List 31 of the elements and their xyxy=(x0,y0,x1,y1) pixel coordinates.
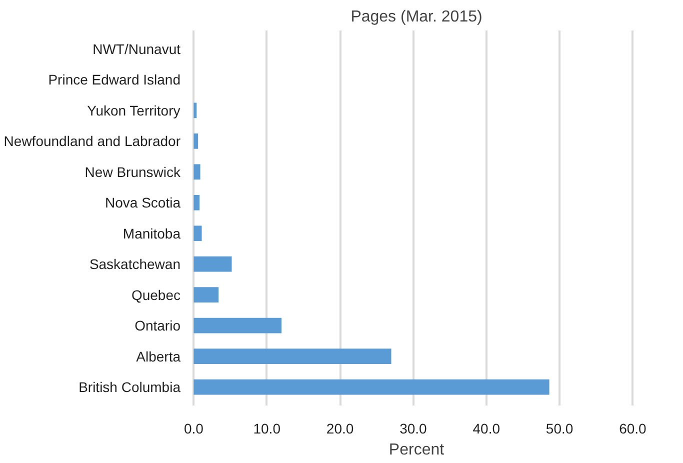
y-tick-label: Quebec xyxy=(131,286,181,303)
x-axis-title: Percent xyxy=(388,442,445,458)
x-tick-label: 40.0 xyxy=(472,420,500,436)
bar xyxy=(194,318,282,334)
bar xyxy=(194,256,232,272)
bar xyxy=(194,287,219,303)
y-tick-label: Saskatchewan xyxy=(89,256,181,272)
bar xyxy=(194,226,202,242)
bar xyxy=(194,348,392,364)
chart-title: Pages (Mar. 2015) xyxy=(350,8,482,26)
y-tick-label: NWT/Nunavut xyxy=(92,40,181,57)
bar xyxy=(194,102,197,118)
x-tick-label: 50.0 xyxy=(546,420,574,436)
x-tick-label: 30.0 xyxy=(400,420,428,436)
y-tick-label: Nova Scotia xyxy=(105,194,181,211)
y-tick-label: Ontario xyxy=(134,318,181,334)
bar xyxy=(194,133,198,149)
y-tick-label: Manitoba xyxy=(122,225,181,242)
y-tick-label: Alberta xyxy=(136,348,181,364)
x-tick-label: 0.0 xyxy=(184,420,204,436)
y-tick-label: New Brunswick xyxy=(84,164,182,180)
bar xyxy=(194,194,200,210)
y-tick-label: British Columbia xyxy=(78,379,181,396)
bar xyxy=(194,164,200,180)
x-tick-label: 10.0 xyxy=(253,420,281,436)
x-tick-label: 60.0 xyxy=(619,420,647,436)
bar xyxy=(194,379,550,395)
y-tick-label: Prince Edward Island xyxy=(48,72,181,88)
y-tick-label: Newfoundland and Labrador xyxy=(4,133,181,150)
x-tick-label: 20.0 xyxy=(326,420,354,436)
y-tick-label: Yukon Territory xyxy=(87,102,180,118)
